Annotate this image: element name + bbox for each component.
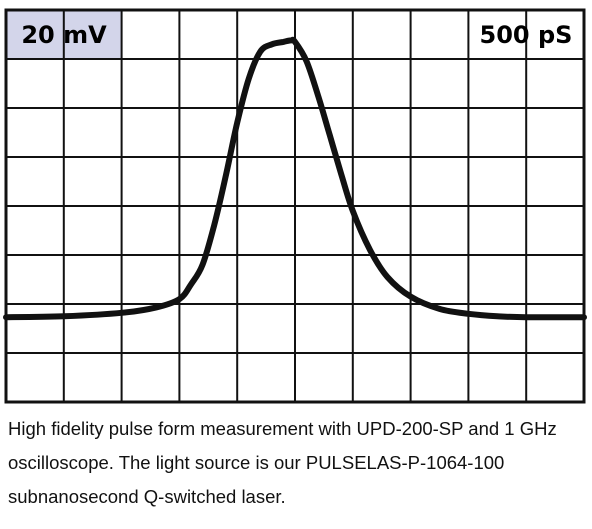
voltage-scale-label: 20 mV [21,21,107,49]
figure-caption: High fidelity pulse form measurement wit… [8,418,557,507]
pulse-trace [3,36,587,321]
oscilloscope-chart: 20 mV 500 pS [3,8,587,404]
graticule [6,10,584,402]
screen-frame [4,8,586,404]
time-scale-label: 500 pS [480,21,573,49]
